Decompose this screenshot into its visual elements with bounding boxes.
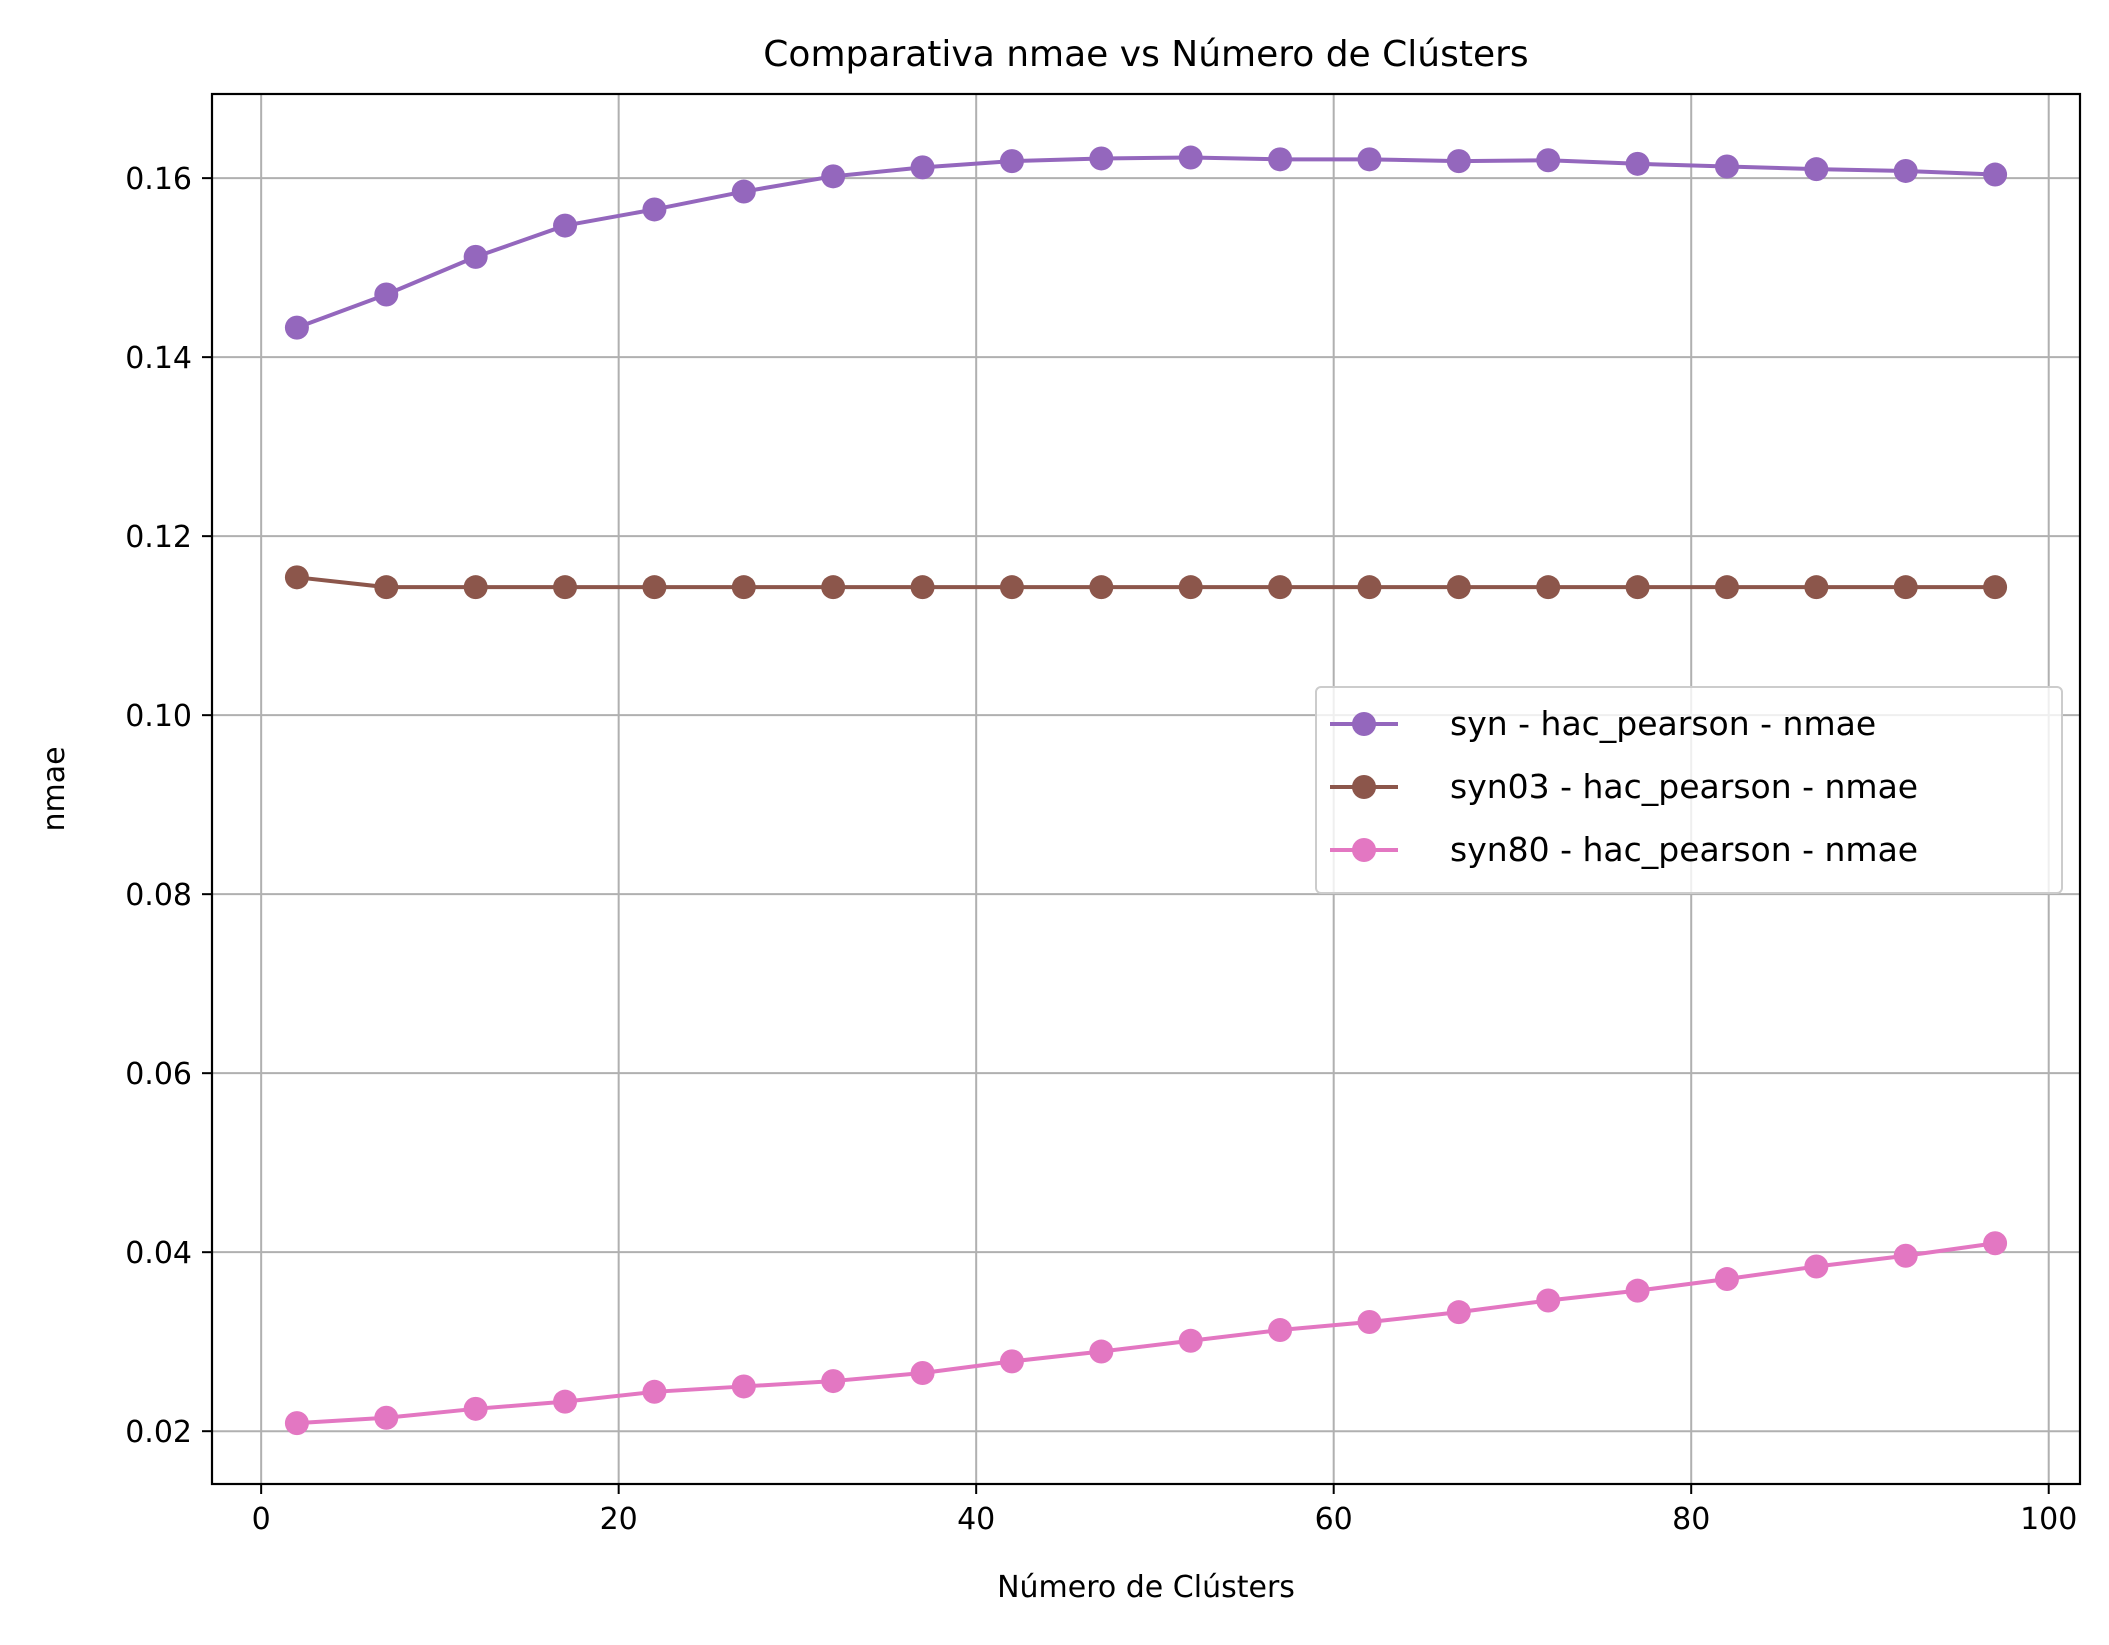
data-point — [999, 575, 1024, 600]
data-point — [731, 179, 756, 204]
data-point — [731, 575, 756, 600]
x-tick-label: 80 — [1672, 1502, 1710, 1537]
chart-title: Comparativa nmae vs Número de Clústers — [763, 34, 1528, 75]
data-point — [731, 1374, 756, 1399]
x-tick-label: 20 — [600, 1502, 638, 1537]
data-point — [642, 1379, 667, 1404]
legend-label: syn03 - hac_pearson - nmae — [1450, 767, 1918, 806]
data-point — [1357, 147, 1382, 172]
data-point — [1536, 148, 1561, 173]
axis-ticks: 0 20 40 60 80 100 0.02 0.04 0.06 0.08 0.10 0.12 0.14… — [125, 162, 2077, 1537]
x-tick-label: 0 — [252, 1502, 271, 1537]
data-point — [284, 565, 309, 590]
x-tick-label: 60 — [1315, 1502, 1353, 1537]
data-point — [1804, 575, 1829, 600]
data-point — [1893, 575, 1918, 600]
legend-marker — [1352, 775, 1376, 799]
x-tick-label: 40 — [957, 1502, 995, 1537]
data-point — [642, 197, 667, 222]
data-point — [1089, 575, 1114, 600]
legend-label: syn - hac_pearson - nmae — [1450, 704, 1876, 743]
data-point — [374, 1405, 399, 1430]
data-point — [1178, 145, 1203, 170]
legend-marker — [1352, 712, 1376, 736]
data-point — [821, 164, 846, 189]
data-point — [1089, 1339, 1114, 1364]
data-point — [1983, 1231, 2008, 1256]
data-point — [910, 1361, 935, 1386]
x-axis-label: Número de Clústers — [997, 1570, 1295, 1605]
y-tick-label: 0.16 — [125, 162, 192, 197]
data-point — [642, 575, 667, 600]
y-tick-label: 0.14 — [125, 341, 192, 376]
x-tick-label: 100 — [2020, 1502, 2077, 1537]
data-point — [553, 1389, 578, 1414]
data-point — [463, 244, 488, 269]
data-point — [284, 315, 309, 340]
legend-label: syn80 - hac_pearson - nmae — [1450, 830, 1918, 869]
data-point — [1178, 1328, 1203, 1353]
legend-entry: syn80 - hac_pearson - nmae — [1330, 830, 1918, 869]
data-point — [1983, 162, 2008, 187]
legend-frame — [1315, 686, 2063, 894]
data-point — [1446, 575, 1471, 600]
data-point — [1446, 149, 1471, 174]
y-tick-label: 0.04 — [125, 1236, 192, 1271]
y-tick-label: 0.06 — [125, 1057, 192, 1092]
data-point — [1893, 1243, 1918, 1268]
y-tick-label: 0.12 — [125, 520, 192, 555]
data-point — [1804, 1254, 1829, 1279]
plot-frame — [210, 92, 2082, 1486]
data-point — [1268, 147, 1293, 172]
data-point — [1536, 575, 1561, 600]
data-point — [463, 575, 488, 600]
data-point — [1268, 575, 1293, 600]
series-3 — [284, 1231, 2008, 1436]
data-point — [1268, 1318, 1293, 1343]
data-point — [1625, 575, 1650, 600]
series-line — [296, 575, 1996, 590]
data-point — [553, 575, 578, 600]
data-point — [821, 1369, 846, 1394]
data-point — [1625, 1278, 1650, 1303]
data-point — [1714, 575, 1739, 600]
data-point — [1893, 158, 1918, 183]
data-point — [1714, 154, 1739, 179]
series-line — [296, 1241, 1996, 1426]
y-axis-label: nmae — [37, 746, 72, 831]
y-tick-label: 0.08 — [125, 878, 192, 913]
data-point — [374, 575, 399, 600]
series-1 — [284, 145, 2008, 340]
data-point — [284, 1411, 309, 1436]
data-point — [821, 575, 846, 600]
data-point — [910, 575, 935, 600]
data-point — [1446, 1300, 1471, 1325]
series-layer — [284, 145, 2008, 1436]
data-point — [910, 155, 935, 180]
data-point — [1625, 151, 1650, 176]
data-point — [1089, 146, 1114, 171]
data-point — [999, 1349, 1024, 1374]
legend: syn - hac_pearson - nmae syn03 - hac_pear… — [1315, 686, 2063, 894]
legend-entry: syn - hac_pearson - nmae — [1330, 704, 1876, 743]
data-point — [1178, 575, 1203, 600]
data-point — [1536, 1288, 1561, 1313]
y-tick-label: 0.02 — [125, 1415, 192, 1450]
data-point — [374, 282, 399, 307]
data-point — [1357, 575, 1382, 600]
series-line — [296, 155, 1996, 330]
legend-marker — [1352, 838, 1376, 862]
data-point — [999, 149, 1024, 174]
data-point — [463, 1396, 488, 1421]
legend-entry: syn03 - hac_pearson - nmae — [1330, 767, 1918, 806]
data-point — [1357, 1309, 1382, 1334]
data-point — [1804, 157, 1829, 182]
series-2 — [284, 565, 2008, 600]
data-point — [553, 213, 578, 238]
data-point — [1983, 575, 2008, 600]
y-tick-label: 0.10 — [125, 699, 192, 734]
data-point — [1714, 1267, 1739, 1292]
